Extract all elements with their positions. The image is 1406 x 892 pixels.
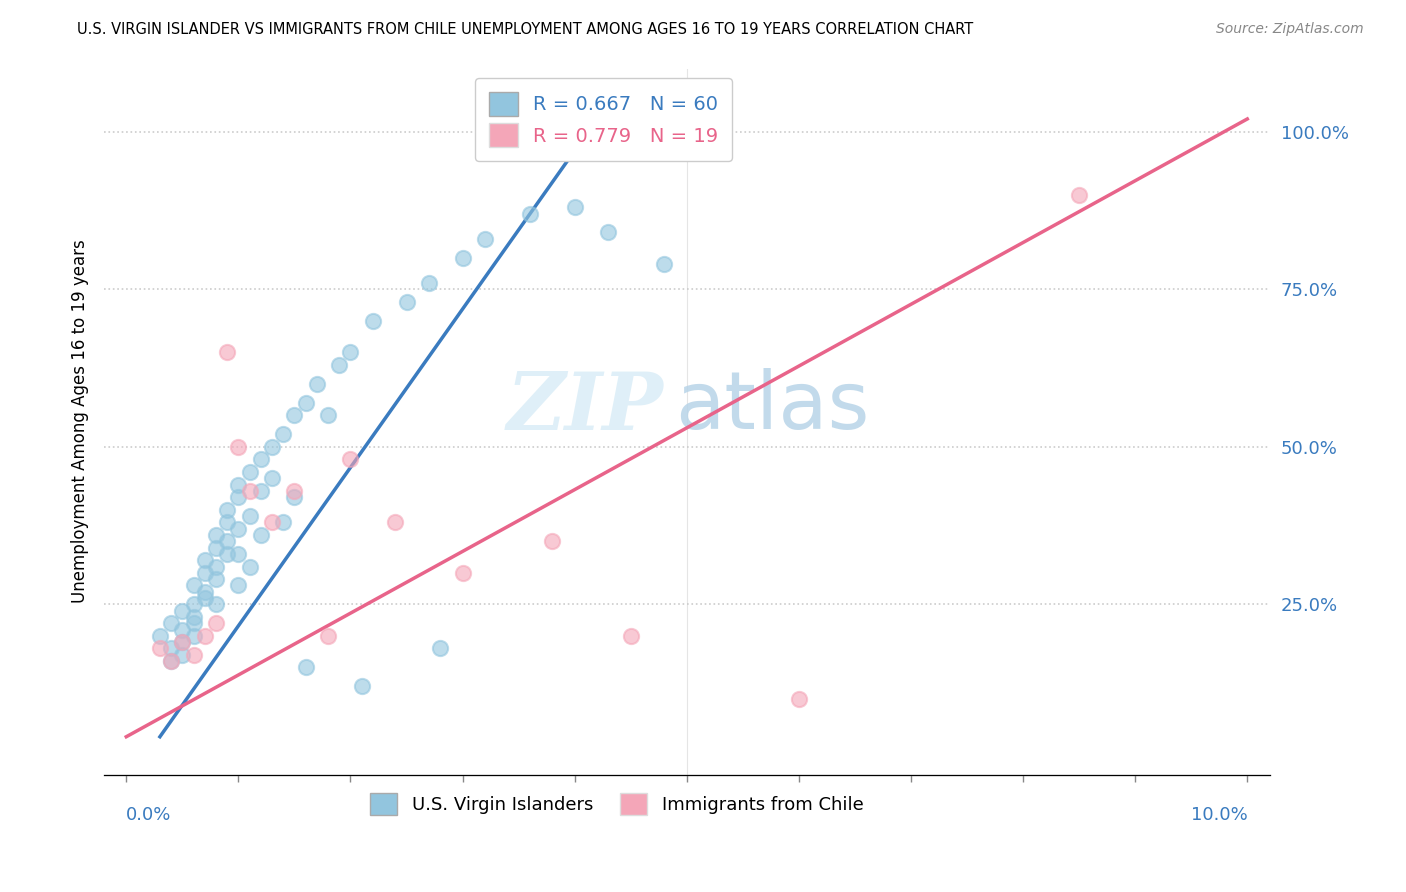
Point (160, 641, 183, 656)
Point (183, 610, 205, 624)
Point (1069, 187, 1091, 202)
Point (350, 679, 373, 693)
Point (160, 654, 183, 668)
Point (228, 490, 250, 504)
Legend: U.S. Virgin Islanders, Immigrants from Chile: U.S. Virgin Islanders, Immigrants from C… (363, 786, 870, 822)
Point (541, 534, 564, 549)
Point (249, 528, 271, 542)
Text: Source: ZipAtlas.com: Source: ZipAtlas.com (1216, 22, 1364, 37)
Point (271, 427, 294, 442)
Point (194, 553, 217, 567)
Point (228, 522, 250, 536)
Point (339, 452, 361, 467)
Point (654, 257, 676, 271)
Point (205, 572, 228, 586)
Text: 0.0%: 0.0% (127, 806, 172, 824)
Point (205, 528, 228, 542)
Point (451, 566, 474, 580)
Point (787, 692, 810, 706)
Text: U.S. VIRGIN ISLANDER VS IMMIGRANTS FROM CHILE UNEMPLOYMENT AMONG AGES 16 TO 19 Y: U.S. VIRGIN ISLANDER VS IMMIGRANTS FROM … (77, 22, 973, 37)
Point (160, 616, 183, 631)
Point (316, 409, 339, 423)
Point (239, 483, 262, 498)
Point (149, 641, 172, 656)
Point (249, 483, 271, 498)
Point (620, 629, 643, 643)
Point (294, 660, 316, 674)
Point (183, 648, 205, 662)
Y-axis label: Unemployment Among Ages 16 to 19 years: Unemployment Among Ages 16 to 19 years (72, 240, 89, 603)
Text: 10.0%: 10.0% (1191, 806, 1247, 824)
Point (217, 345, 239, 359)
Point (294, 395, 316, 409)
Point (260, 516, 283, 530)
Point (328, 358, 350, 372)
Point (194, 584, 217, 599)
Point (205, 598, 228, 612)
Point (260, 440, 283, 454)
Point (205, 541, 228, 555)
Point (451, 251, 474, 265)
Point (217, 534, 239, 549)
Point (395, 294, 418, 309)
Point (260, 471, 283, 485)
Point (183, 629, 205, 643)
Point (283, 483, 305, 498)
Text: ZIP: ZIP (506, 368, 664, 446)
Point (239, 559, 262, 574)
Point (474, 232, 496, 246)
Point (217, 503, 239, 517)
Point (228, 477, 250, 491)
Point (172, 635, 194, 649)
Point (429, 641, 451, 656)
Point (384, 516, 406, 530)
Point (316, 629, 339, 643)
Point (172, 635, 194, 649)
Point (205, 616, 228, 631)
Point (228, 440, 250, 454)
Point (519, 206, 541, 220)
Point (228, 547, 250, 561)
Point (249, 452, 271, 467)
Point (361, 314, 384, 328)
Point (217, 547, 239, 561)
Point (239, 509, 262, 524)
Point (305, 376, 328, 391)
Point (194, 591, 217, 605)
Point (160, 654, 183, 668)
Point (339, 345, 361, 359)
Point (598, 226, 620, 240)
Point (228, 578, 250, 592)
Point (194, 566, 217, 580)
Point (283, 490, 305, 504)
Point (418, 276, 440, 290)
Point (564, 200, 586, 214)
Point (183, 616, 205, 631)
Point (205, 559, 228, 574)
Point (283, 409, 305, 423)
Point (149, 629, 172, 643)
Point (183, 598, 205, 612)
Text: atlas: atlas (675, 368, 869, 446)
Point (183, 578, 205, 592)
Point (217, 516, 239, 530)
Point (271, 516, 294, 530)
Point (239, 465, 262, 479)
Point (172, 623, 194, 637)
Point (194, 629, 217, 643)
Point (172, 648, 194, 662)
Point (172, 604, 194, 618)
